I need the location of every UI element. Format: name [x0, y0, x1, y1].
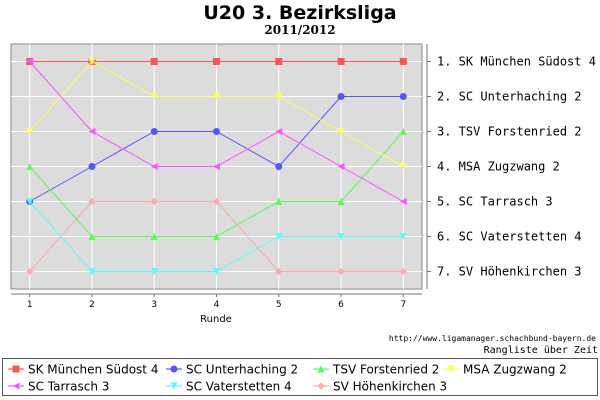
series-7: [26, 198, 407, 275]
legend-entry: SC Unterhaching 2: [166, 363, 298, 377]
chart-subtitle: 2011/2012: [264, 23, 336, 37]
data-point: [213, 198, 220, 205]
legend-entry: SC Tarrasch 3: [8, 380, 109, 394]
data-point: [26, 58, 34, 65]
data-point: [399, 128, 407, 135]
legend-entry: SV Höhenkirchen 3: [313, 380, 447, 394]
data-point: [337, 268, 345, 275]
legend-label: SK München Südost 4: [28, 363, 158, 377]
series-3: [26, 128, 407, 240]
series-6: [26, 198, 407, 275]
y-tick-label: 2. SC Unterhaching 2: [437, 90, 582, 104]
series-layer: [26, 58, 407, 275]
legend-marker: [170, 365, 178, 373]
data-point: [150, 268, 158, 275]
data-point: [275, 268, 283, 275]
data-point: [337, 93, 345, 100]
legend: SK München Südost 4 SC Unterhaching 2 TSV …: [2, 358, 598, 396]
data-point: [88, 163, 96, 170]
x-tick-label: 7: [400, 300, 406, 310]
series-5: [26, 58, 407, 205]
x-tick-label: 3: [151, 300, 157, 310]
data-point: [150, 128, 158, 135]
data-point: [337, 128, 345, 135]
data-point: [150, 233, 158, 240]
data-point: [213, 163, 220, 170]
data-point: [150, 198, 158, 205]
data-point: [213, 58, 220, 65]
legend-marker: [447, 365, 455, 373]
legend-marker: [317, 365, 325, 373]
legend-entry: SK München Südost 4: [8, 363, 158, 377]
legend-marker: [12, 365, 20, 373]
y-tick-label: 6. SC Vaterstetten 4: [437, 230, 582, 244]
axes: 1 2 3 4 5 6 7 1. SK München Südost 4 2. SC Unter…: [11, 44, 596, 310]
data-point: [213, 128, 220, 135]
data-point: [275, 198, 283, 205]
y-tick-label: 4. MSA Zugzwang 2: [437, 160, 560, 174]
data-point: [337, 163, 345, 170]
data-point: [213, 268, 220, 275]
caption: Rangliste über Zeit: [483, 345, 598, 356]
series-4: [26, 58, 407, 170]
chart-title: U20 3. Bezirksliga: [203, 2, 397, 24]
y-tick-label: 1. SK München Südost 4: [437, 55, 596, 69]
data-point: [213, 93, 220, 100]
x-tick-label: 5: [276, 300, 282, 310]
data-point: [275, 93, 283, 100]
y-tick-label: 7. SV Höhenkirchen 3: [437, 265, 582, 279]
data-point: [88, 128, 96, 135]
data-point: [26, 198, 34, 205]
data-point: [150, 163, 158, 170]
data-point: [337, 58, 345, 65]
legend-label: SV Höhenkirchen 3: [333, 380, 447, 394]
legend-entry: MSA Zugzwang 2: [443, 363, 567, 377]
x-tick-label: 6: [338, 300, 344, 310]
y-tick-label: 5. SC Tarrasch 3: [437, 195, 553, 209]
data-point: [275, 128, 283, 135]
data-point: [399, 198, 407, 205]
legend-marker: [12, 382, 20, 390]
data-point: [88, 58, 96, 65]
data-point: [26, 163, 34, 170]
data-point: [150, 93, 158, 100]
data-point: [88, 268, 96, 275]
legend-label: TSV Forstenried 2: [332, 363, 439, 377]
x-tick-label: 1: [27, 300, 33, 310]
data-point: [26, 268, 34, 275]
legend-marker: [170, 382, 178, 390]
data-point: [337, 233, 345, 240]
legend-entry: TSV Forstenried 2: [313, 363, 439, 377]
data-point: [399, 163, 407, 170]
y-tick-label: 3. TSV Forstenried 2: [437, 125, 582, 139]
data-point: [26, 128, 34, 135]
data-point: [150, 58, 158, 65]
data-point: [399, 93, 407, 100]
x-tick-label: 4: [214, 300, 220, 310]
x-tick-label: 2: [89, 300, 95, 310]
legend-marker: [317, 382, 325, 390]
legend-label: SC Unterhaching 2: [186, 363, 298, 377]
data-point: [88, 198, 96, 205]
legend-entries: SK München Südost 4 SC Unterhaching 2 TSV …: [8, 363, 567, 394]
data-point: [88, 233, 96, 240]
legend-label: MSA Zugzwang 2: [463, 363, 567, 377]
data-point: [275, 233, 283, 240]
legend-label: SC Tarrasch 3: [28, 380, 109, 394]
source-text: http://www.ligamanager.schachbund-bayern…: [388, 334, 596, 343]
data-point: [275, 58, 283, 65]
data-point: [399, 268, 407, 275]
data-point: [213, 233, 220, 240]
legend-label: SC Vaterstetten 4: [186, 380, 292, 394]
data-point: [275, 163, 283, 170]
x-axis-label: Runde: [200, 314, 232, 325]
data-point: [399, 233, 407, 240]
data-point: [337, 198, 345, 205]
legend-entry: SC Vaterstetten 4: [166, 380, 292, 394]
data-point: [399, 58, 407, 65]
